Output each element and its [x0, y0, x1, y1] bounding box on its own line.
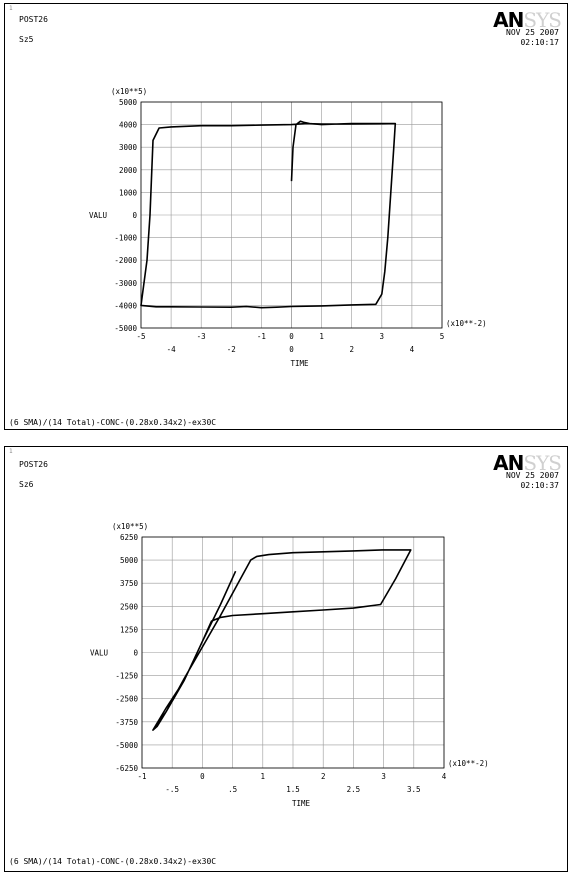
- x-tick-label: 0: [289, 332, 294, 341]
- y-tick-label: 2000: [119, 166, 138, 175]
- data-series-line: [152, 549, 412, 731]
- plot-area: 500040003000200010000-1000-2000-3000-400…: [89, 87, 487, 368]
- time-text: 02:10:17: [520, 38, 559, 47]
- date-text: NOV 25 2007: [506, 471, 559, 480]
- plot-frame: [141, 536, 445, 769]
- y-tick-label: -1000: [114, 234, 137, 243]
- y-tick-label: -1250: [115, 672, 138, 681]
- x-tick-label: 5: [440, 332, 445, 341]
- x-tick-label: 2: [321, 772, 326, 781]
- x-tick-label: -1: [137, 772, 146, 781]
- x-tick-label: 4: [410, 345, 415, 354]
- y-axis-label: VALU: [90, 649, 108, 658]
- x-tick-label: -2: [227, 345, 236, 354]
- timestamp: NOV 25 2007 02:10:37: [506, 471, 559, 491]
- x-tick-label: -5: [136, 332, 145, 341]
- y-tick-label: 1000: [119, 188, 138, 197]
- y-tick-label: 3000: [119, 143, 138, 152]
- x-tick-label: -.5: [165, 785, 179, 794]
- window-index: 1: [9, 5, 13, 12]
- y-tick-label: -2000: [114, 256, 137, 265]
- y-tick-label: 2500: [120, 602, 139, 611]
- time-text: 02:10:37: [520, 481, 559, 490]
- x-tick-label: 2.5: [347, 785, 361, 794]
- post-label: POST26: [19, 460, 48, 469]
- y-tick-label: -6250: [115, 764, 138, 773]
- x-axis-label: TIME: [292, 799, 311, 808]
- date-text: NOV 25 2007: [506, 28, 559, 37]
- y-tick-label: 1250: [120, 625, 139, 634]
- y-tick-label: 4000: [119, 121, 138, 130]
- y-tick-label: -4000: [114, 301, 137, 310]
- post-label: POST26: [19, 15, 48, 24]
- chart-panel-sz6: 1 POST26 Sz6 ANSYS NOV 25 2007 02:10:37 …: [4, 446, 568, 872]
- y-axis-label: VALU: [89, 211, 107, 220]
- data-series-line: [140, 120, 397, 309]
- x-multiplier: (x10**-2): [448, 759, 489, 768]
- ansys-logo: ANSYS: [493, 8, 562, 32]
- y-tick-label: -3750: [115, 718, 138, 727]
- footer-caption: (6 SMA)/(14 Total)-CONC-(0.28x0.34x2)-ex…: [9, 418, 217, 427]
- x-multiplier: (x10**-2): [446, 319, 487, 328]
- y-tick-label: 6250: [120, 533, 139, 542]
- x-tick-label: 1.5: [286, 785, 300, 794]
- plot-area: 6250 5000 3750 2500 1250 0 -1250 -2500 -3750 -500…: [90, 522, 489, 808]
- y-tick-label: 0: [133, 649, 138, 658]
- y-tick-label: 0: [132, 211, 137, 220]
- x-tick-label: 3: [381, 772, 386, 781]
- plot-frame: [140, 101, 443, 329]
- x-tick-label: 0: [289, 345, 294, 354]
- x-tick-label: -4: [167, 345, 177, 354]
- y-multiplier: (x10**5): [111, 87, 147, 96]
- ansys-logo: ANSYS: [493, 451, 562, 475]
- x-axis-label: TIME: [290, 359, 309, 368]
- x-tick-label: 2: [349, 345, 354, 354]
- footer-caption: (6 SMA)/(14 Total)-CONC-(0.28x0.34x2)-ex…: [9, 857, 217, 866]
- y-tick-label: -5000: [115, 741, 138, 750]
- x-tick-label: 3: [380, 332, 385, 341]
- plot-name: Sz5: [19, 35, 34, 44]
- x-tick-label: -3: [197, 332, 206, 341]
- y-tick-label: -3000: [114, 279, 137, 288]
- y-tick-label: 3750: [120, 579, 139, 588]
- x-tick-label: 4: [442, 772, 447, 781]
- plot-name: Sz6: [19, 480, 34, 489]
- x-tick-label: 0: [200, 772, 205, 781]
- x-tick-label: .5: [228, 785, 237, 794]
- y-multiplier: (x10**5): [112, 522, 148, 531]
- window-index: 1: [9, 448, 13, 455]
- x-tick-label: 3.5: [407, 785, 421, 794]
- chart-panel-sz5: 1 POST26 Sz5 ANSYS NOV 25 2007 02:10:17 …: [4, 3, 568, 430]
- y-tick-label: 5000: [119, 98, 138, 107]
- y-tick-label: 5000: [120, 556, 139, 565]
- x-tick-label: 1: [319, 332, 324, 341]
- y-tick-label: -2500: [115, 695, 138, 704]
- x-tick-label: 1: [261, 772, 266, 781]
- timestamp: NOV 25 2007 02:10:17: [506, 28, 559, 48]
- x-tick-label: -1: [257, 332, 266, 341]
- y-tick-label: -5000: [114, 324, 137, 333]
